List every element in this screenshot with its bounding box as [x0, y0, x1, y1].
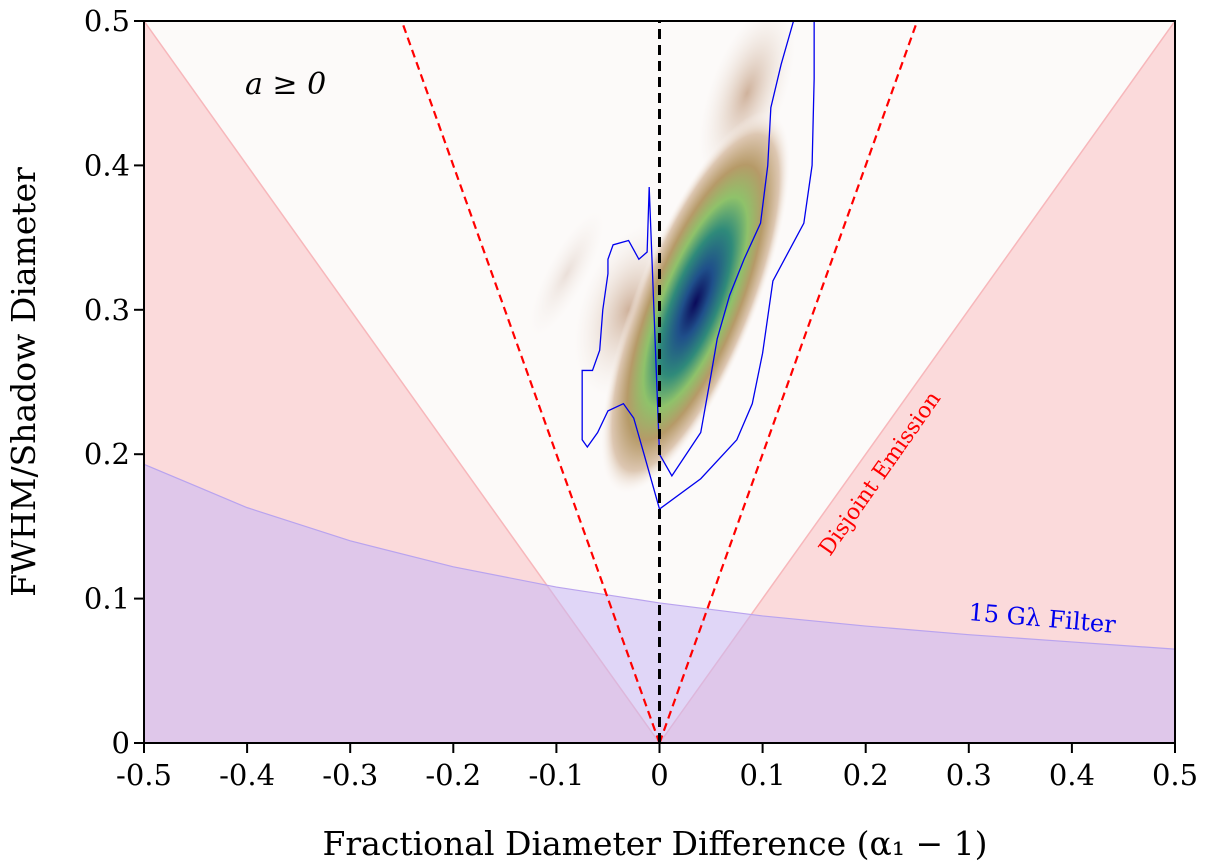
x-axis: -0.5 -0.4 -0.3 -0.2 -0.1 0 0.1 0.2 0.3 0.4 0.5	[116, 743, 1198, 792]
y-tick-label: 0.2	[84, 437, 130, 471]
x-tick-label: 0.5	[1152, 758, 1198, 792]
x-tick-label: 0.4	[1049, 758, 1095, 792]
y-tick-label: 0	[112, 726, 130, 760]
plot-area	[144, 21, 1175, 743]
x-axis-label: Fractional Diameter Difference (α₁ − 1)	[323, 824, 988, 863]
density-faint-lobe	[529, 211, 605, 337]
x-tick-label: 0	[650, 758, 668, 792]
filter-region	[144, 464, 1175, 743]
posterior-contour	[581, 21, 815, 510]
filter-boundary-line	[144, 463, 1175, 650]
spin-annotation: a ≥ 0	[245, 67, 326, 102]
x-tick-label: 0.1	[740, 758, 786, 792]
disjoint-emission-line-left	[400, 21, 661, 743]
x-tick-label: -0.4	[219, 758, 275, 792]
x-tick-label: -0.3	[322, 758, 378, 792]
x-tick-label: -0.1	[528, 758, 584, 792]
y-tick-label: 0.3	[84, 293, 130, 327]
x-tick-label: -0.2	[425, 758, 481, 792]
y-tick-label: 0.4	[84, 148, 130, 182]
disjoint-emission-line-right	[658, 21, 919, 743]
y-tick-label: 0.1	[84, 582, 130, 616]
y-axis: 0 0.1 0.2 0.3 0.4 0.5	[84, 4, 144, 760]
y-tick-label: 0.5	[84, 4, 130, 38]
y-axis-label: FWHM/Shadow Diameter	[4, 167, 43, 597]
density-core	[600, 111, 791, 494]
x-tick-label: 0.3	[946, 758, 992, 792]
x-tick-label: 0.2	[843, 758, 889, 792]
x-tick-label: -0.5	[116, 758, 172, 792]
